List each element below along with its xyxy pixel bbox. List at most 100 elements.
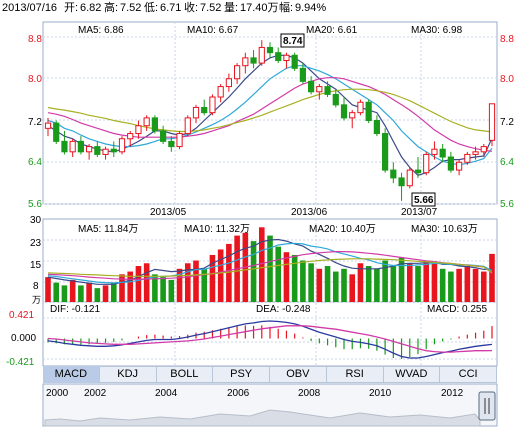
timeline-year: 2010 [369, 388, 392, 399]
volume-bar [267, 235, 273, 302]
candlesticks [44, 40, 496, 201]
timeline-year: 2012 [441, 388, 464, 399]
vol-tick: 23 [30, 238, 42, 249]
candle-body [283, 54, 290, 61]
volume-bar [258, 227, 265, 302]
vol-legend-ma30: MA30: 10.63万 [411, 224, 478, 235]
indicator-tab-bar [43, 366, 497, 383]
price-tick-left: 8.8 [28, 34, 42, 45]
candle-body [275, 52, 282, 61]
date-axis: 2013/05 2013/06 2013/07 [150, 207, 438, 218]
price-ma20-line [47, 77, 493, 152]
timeline-year: 2000 [46, 388, 69, 399]
tab-rsi[interactable]: RSI [327, 366, 384, 383]
candle-body [86, 146, 93, 153]
legend-ma10: MA10: 6.67 [187, 25, 239, 36]
candle-body [225, 78, 232, 88]
candle-body [349, 112, 356, 119]
candle-body [472, 151, 479, 155]
candle-body [414, 169, 422, 174]
volume-bar [439, 268, 446, 302]
vol-legend-ma20: MA20: 10.40万 [309, 224, 376, 235]
candle-body [308, 80, 315, 93]
volume-bar [275, 246, 282, 302]
candle-body [242, 57, 249, 67]
candle-body [406, 169, 413, 187]
volume-bar [308, 263, 314, 302]
price-tick-left: 8.0 [28, 74, 42, 85]
candle-body [135, 125, 142, 135]
candle-body [431, 148, 438, 155]
macd-tick: -0.421 [6, 357, 35, 368]
volume-ma30-line [47, 258, 493, 277]
timeline-handle-left[interactable] [478, 391, 496, 421]
candle-body [94, 146, 101, 155]
quote-close-label: 收: [184, 0, 198, 14]
volume-bar [415, 266, 421, 302]
timeline-handle[interactable] [478, 391, 496, 421]
quote-change: 9.94% [295, 2, 326, 14]
tab-obv[interactable]: OBV [270, 366, 327, 383]
tab-psy[interactable]: PSY [213, 366, 270, 383]
volume-bar [250, 241, 257, 302]
volume-bar [61, 285, 68, 302]
volume-bar [300, 260, 306, 302]
max-callout-value: 8.74 [283, 36, 303, 47]
volume-bar [324, 266, 331, 302]
tab-wvad[interactable]: WVAD [384, 366, 441, 383]
candle-body [447, 156, 454, 171]
candle-body [299, 67, 306, 82]
max-callout: 8.74 [280, 33, 305, 48]
macd-dea-line [47, 325, 493, 353]
volume-bar [316, 268, 323, 302]
volume-bar [168, 279, 175, 302]
volume-bar [332, 271, 339, 302]
tab-boll[interactable]: BOLL [157, 366, 214, 383]
volume-bar [382, 260, 388, 302]
price-legend: MA5: 6.86 MA10: 6.67 MA20: 6.61 MA30: 6.… [78, 25, 463, 36]
volume-bar [110, 282, 117, 302]
candle-body [316, 86, 323, 93]
candle-body [201, 106, 208, 114]
quote-close: 7.52 [200, 2, 221, 14]
tab-cci[interactable]: CCI [440, 366, 497, 383]
candle-body [192, 106, 200, 119]
quote-low-label: 低: [144, 1, 158, 14]
candle-body [102, 148, 109, 155]
macd-axis: 0.421 0.000 -0.421 [6, 310, 36, 368]
price-tick-right: 7.2 [500, 117, 514, 128]
volume-bar [423, 260, 430, 302]
candle-body [291, 54, 298, 69]
candle-body [258, 46, 265, 64]
volume-bar [86, 282, 92, 302]
macd-legend-dif: DIF: -0.121 [50, 304, 100, 315]
candle-body [423, 153, 430, 174]
volume-bar [127, 271, 134, 302]
volume-bar [489, 253, 495, 302]
volume-bar [176, 268, 183, 302]
tab-kdj[interactable]: KDJ [100, 366, 157, 383]
quote-date: 2013/07/16 [2, 2, 57, 14]
volume-bar [406, 263, 413, 302]
macd-lines [47, 320, 493, 359]
candle-body [118, 138, 126, 153]
candle-body [373, 120, 380, 135]
price-tick-left: 6.4 [28, 157, 42, 168]
volume-bar [349, 274, 356, 302]
date-tick: 2013/06 [291, 207, 328, 218]
volume-bar [102, 285, 109, 302]
volume-bar [365, 266, 372, 302]
date-tick: 2013/07 [401, 207, 438, 218]
volume-bar [193, 260, 199, 302]
candle-body [456, 161, 463, 171]
grid-lines [43, 22, 497, 366]
macd-tick: 0.421 [9, 310, 34, 321]
tab-macd[interactable]: MACD [43, 366, 100, 383]
candle-body [324, 86, 331, 95]
date-tick: 2013/05 [150, 207, 187, 218]
price-tick-right: 8.0 [500, 74, 514, 85]
candle-body [61, 140, 68, 153]
price-tick-left: 5.6 [28, 199, 42, 210]
quote-open: 6.82 [80, 2, 101, 14]
